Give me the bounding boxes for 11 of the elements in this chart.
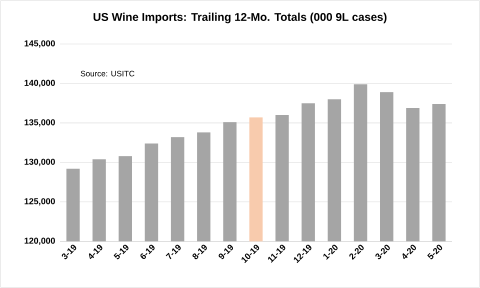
y-tick-label: 145,000 (24, 40, 55, 48)
y-tick-label: 125,000 (24, 198, 55, 206)
x-tick-label: 4-19 (88, 244, 102, 260)
x-tick-label: 6-19 (140, 244, 155, 260)
y-tick-label: 135,000 (24, 119, 55, 127)
x-tick-label: 4-20 (402, 244, 416, 260)
y-tick-label: 140,000 (24, 80, 55, 88)
x-tick-label: 7-19 (166, 244, 181, 260)
y-tick-label: 120,000 (24, 238, 55, 246)
y-tick-label: 130,000 (24, 158, 55, 166)
chart-title: US Wine Imports: Trailing 12-Mo. Totals (000 9L cases) (94, 12, 386, 24)
